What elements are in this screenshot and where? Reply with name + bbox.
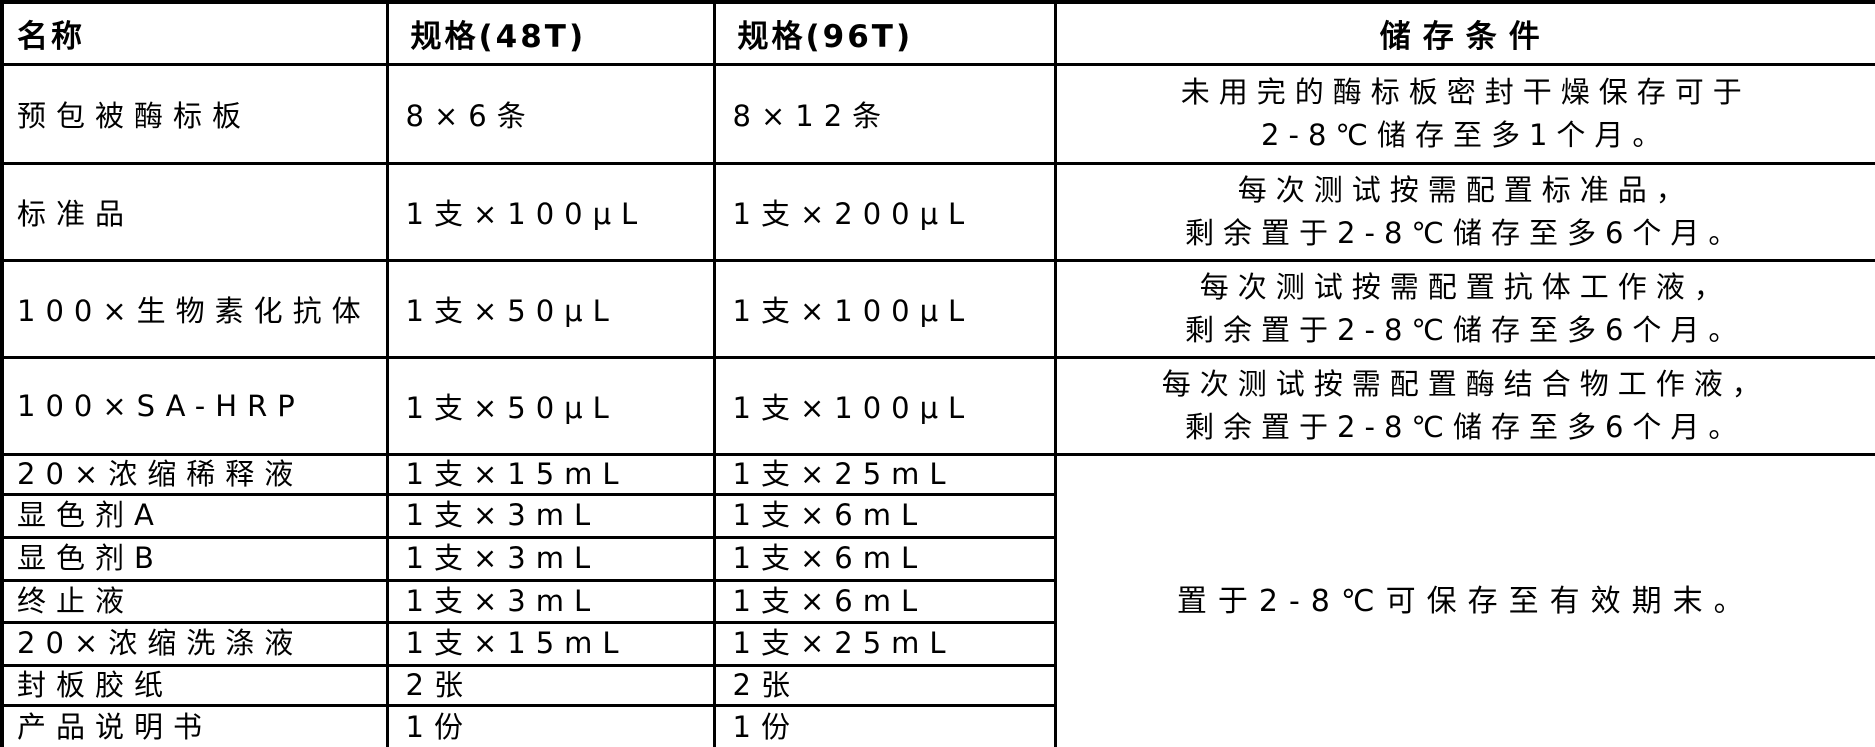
cell-spec-96t: 1份 <box>712 703 1057 747</box>
cell-component-name: 20×浓缩稀释液 <box>0 452 389 496</box>
cell-spec-96t: 1支×6mL <box>712 578 1057 624</box>
cell-component-name: 20×浓缩洗涤液 <box>0 620 389 667</box>
cell-storage-conditions: 每次测试按需配置抗体工作液， 剩余置于2-8℃储存至多6个月。 <box>1053 258 1875 359</box>
cell-spec-48t: 1支×3mL <box>385 492 716 539</box>
storage-line: 剩余置于2-8℃储存至多6个月。 <box>1185 215 1747 250</box>
cell-spec-48t: 1支×50μL <box>385 258 716 359</box>
storage-line: 未用完的酶标板密封干燥保存可于 <box>1180 75 1751 110</box>
cell-spec-96t: 1支×25mL <box>712 452 1057 496</box>
cell-component-name: 预包被酶标板 <box>0 62 389 165</box>
table-row: 封板胶纸 2张 2张 <box>0 663 1875 707</box>
cell-spec-48t: 1支×15mL <box>385 452 716 496</box>
cell-component-name: 终止液 <box>0 578 389 624</box>
table-row: 20×浓缩稀释液 1支×15mL 1支×25mL 置于2-8℃可保存至有效期末。 <box>0 452 1875 747</box>
cell-component-name: 封板胶纸 <box>0 663 389 707</box>
table-row: 标准品 1支×100μL 1支×200μL 每次测试按需配置标准品， 剩余置于2… <box>0 161 1875 262</box>
table-row: 100×SA-HRP 1支×50μL 1支×100μL 每次测试按需配置酶结合物… <box>0 355 1875 456</box>
table-row: 预包被酶标板 8×6条 8×12条 未用完的酶标板密封干燥保存可于 2-8℃储存… <box>0 62 1875 165</box>
storage-line: 每次测试按需配置抗体工作液， <box>1199 270 1732 305</box>
table-row: 100×生物素化抗体 1支×50μL 1支×100μL 每次测试按需配置抗体工作… <box>0 258 1875 359</box>
header-spec-48t: 规格(48T) <box>385 0 716 66</box>
cell-spec-96t: 1支×100μL <box>712 355 1057 456</box>
cell-spec-48t: 1支×100μL <box>385 161 716 262</box>
cell-component-name: 产品说明书 <box>0 703 389 747</box>
storage-line: 每次测试按需配置酶结合物工作液， <box>1161 367 1770 402</box>
cell-component-name: 标准品 <box>0 161 389 262</box>
storage-line: 2-8℃储存至多1个月。 <box>1261 117 1671 152</box>
cell-spec-96t: 1支×6mL <box>712 492 1057 539</box>
cell-spec-96t: 2张 <box>712 663 1057 707</box>
cell-spec-96t: 1支×25mL <box>712 620 1057 667</box>
cell-spec-48t: 1支×3mL <box>385 535 716 582</box>
cell-spec-48t: 2张 <box>385 663 716 707</box>
header-row: 名称 规格(48T) 规格(96T) 储存条件 <box>0 0 1875 66</box>
cell-storage-conditions: 每次测试按需配置标准品， 剩余置于2-8℃储存至多6个月。 <box>1053 161 1875 262</box>
storage-line: 剩余置于2-8℃储存至多6个月。 <box>1185 409 1747 444</box>
header-name: 名称 <box>0 0 389 66</box>
cell-spec-96t: 8×12条 <box>712 62 1057 165</box>
cell-component-name: 显色剂B <box>0 535 389 582</box>
table-row: 显色剂A 1支×3mL 1支×6mL <box>0 492 1875 539</box>
cell-spec-96t: 1支×6mL <box>712 535 1057 582</box>
storage-line: 每次测试按需配置标准品， <box>1237 173 1694 208</box>
cell-component-name: 100×SA-HRP <box>0 355 389 456</box>
table-row: 显色剂B 1支×3mL 1支×6mL <box>0 535 1875 582</box>
cell-component-name: 显色剂A <box>0 492 389 539</box>
cell-spec-48t: 1支×3mL <box>385 578 716 624</box>
cell-spec-48t: 1份 <box>385 703 716 747</box>
cell-spec-48t: 1支×15mL <box>385 620 716 667</box>
cell-spec-48t: 1支×50μL <box>385 355 716 456</box>
table-row: 产品说明书 1份 1份 <box>0 703 1875 747</box>
cell-storage-conditions: 每次测试按需配置酶结合物工作液， 剩余置于2-8℃储存至多6个月。 <box>1053 355 1875 456</box>
storage-line: 剩余置于2-8℃储存至多6个月。 <box>1185 312 1747 347</box>
cell-spec-48t: 8×6条 <box>385 62 716 165</box>
cell-storage-conditions: 未用完的酶标板密封干燥保存可于 2-8℃储存至多1个月。 <box>1053 62 1875 165</box>
header-storage-conditions: 储存条件 <box>1053 0 1875 66</box>
cell-spec-96t: 1支×200μL <box>712 161 1057 262</box>
header-spec-96t: 规格(96T) <box>712 0 1057 66</box>
table-row: 终止液 1支×3mL 1支×6mL <box>0 578 1875 624</box>
table-row: 20×浓缩洗涤液 1支×15mL 1支×25mL <box>0 620 1875 667</box>
cell-storage-conditions-merged: 置于2-8℃可保存至有效期末。 <box>1053 452 1875 747</box>
cell-component-name: 100×生物素化抗体 <box>0 258 389 359</box>
cell-spec-96t: 1支×100μL <box>712 258 1057 359</box>
